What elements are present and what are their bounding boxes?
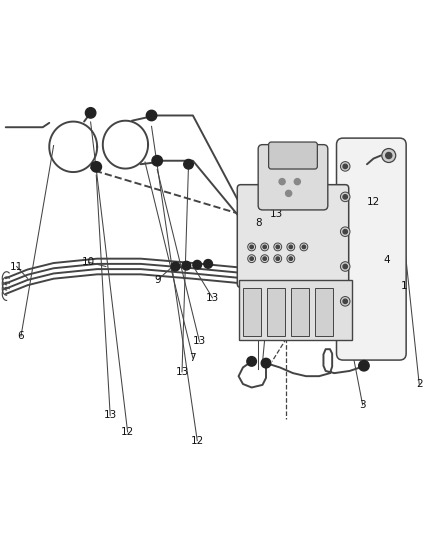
Text: 4: 4 xyxy=(383,255,390,265)
Circle shape xyxy=(261,358,271,368)
Circle shape xyxy=(193,261,201,269)
Circle shape xyxy=(343,299,347,303)
Circle shape xyxy=(286,190,292,197)
Text: 2: 2 xyxy=(416,379,423,389)
Circle shape xyxy=(182,261,191,270)
Bar xyxy=(267,288,285,336)
Circle shape xyxy=(300,243,308,251)
Text: 10: 10 xyxy=(82,257,95,267)
Text: 8: 8 xyxy=(255,218,261,228)
Circle shape xyxy=(276,257,279,261)
Circle shape xyxy=(279,179,285,184)
Text: 7: 7 xyxy=(190,353,196,363)
Circle shape xyxy=(340,296,350,306)
FancyBboxPatch shape xyxy=(237,184,349,287)
Bar xyxy=(243,288,261,336)
Text: 13: 13 xyxy=(193,336,206,346)
Text: 12: 12 xyxy=(121,427,134,437)
Circle shape xyxy=(340,227,350,237)
Circle shape xyxy=(294,179,300,184)
Circle shape xyxy=(91,161,102,172)
Circle shape xyxy=(343,164,347,168)
Circle shape xyxy=(289,257,293,261)
Text: 3: 3 xyxy=(359,400,366,410)
Circle shape xyxy=(340,262,350,271)
Circle shape xyxy=(302,245,306,249)
FancyBboxPatch shape xyxy=(258,144,328,210)
Text: 13: 13 xyxy=(206,293,219,303)
Circle shape xyxy=(386,152,392,158)
Circle shape xyxy=(146,110,157,120)
Circle shape xyxy=(248,255,255,263)
Circle shape xyxy=(340,161,350,171)
Circle shape xyxy=(287,255,295,263)
Circle shape xyxy=(343,264,347,269)
Circle shape xyxy=(274,243,282,251)
Text: 1: 1 xyxy=(401,281,407,291)
Text: 11: 11 xyxy=(10,262,23,271)
FancyBboxPatch shape xyxy=(268,142,318,169)
Circle shape xyxy=(171,262,180,271)
Circle shape xyxy=(261,243,268,251)
Text: 6: 6 xyxy=(18,331,24,341)
Bar xyxy=(315,288,333,336)
Circle shape xyxy=(289,245,293,249)
Circle shape xyxy=(276,245,279,249)
Circle shape xyxy=(204,260,212,268)
Circle shape xyxy=(343,195,347,199)
Bar xyxy=(291,288,309,336)
Circle shape xyxy=(343,230,347,234)
Circle shape xyxy=(261,255,268,263)
Circle shape xyxy=(184,159,193,169)
Circle shape xyxy=(152,156,162,166)
Circle shape xyxy=(247,357,256,366)
Circle shape xyxy=(340,192,350,201)
Text: 13: 13 xyxy=(103,410,117,421)
Circle shape xyxy=(274,255,282,263)
Text: 12: 12 xyxy=(367,197,380,207)
Text: 13: 13 xyxy=(270,209,283,219)
Circle shape xyxy=(85,108,96,118)
Circle shape xyxy=(248,243,255,251)
FancyBboxPatch shape xyxy=(239,279,352,341)
Circle shape xyxy=(250,245,253,249)
Circle shape xyxy=(359,360,369,371)
Text: 9: 9 xyxy=(155,274,161,285)
Circle shape xyxy=(382,149,396,163)
Circle shape xyxy=(250,257,253,261)
Circle shape xyxy=(263,257,266,261)
Text: 13: 13 xyxy=(175,367,189,377)
Circle shape xyxy=(287,243,295,251)
Text: 12: 12 xyxy=(191,435,204,446)
Circle shape xyxy=(263,245,266,249)
FancyBboxPatch shape xyxy=(336,138,406,360)
